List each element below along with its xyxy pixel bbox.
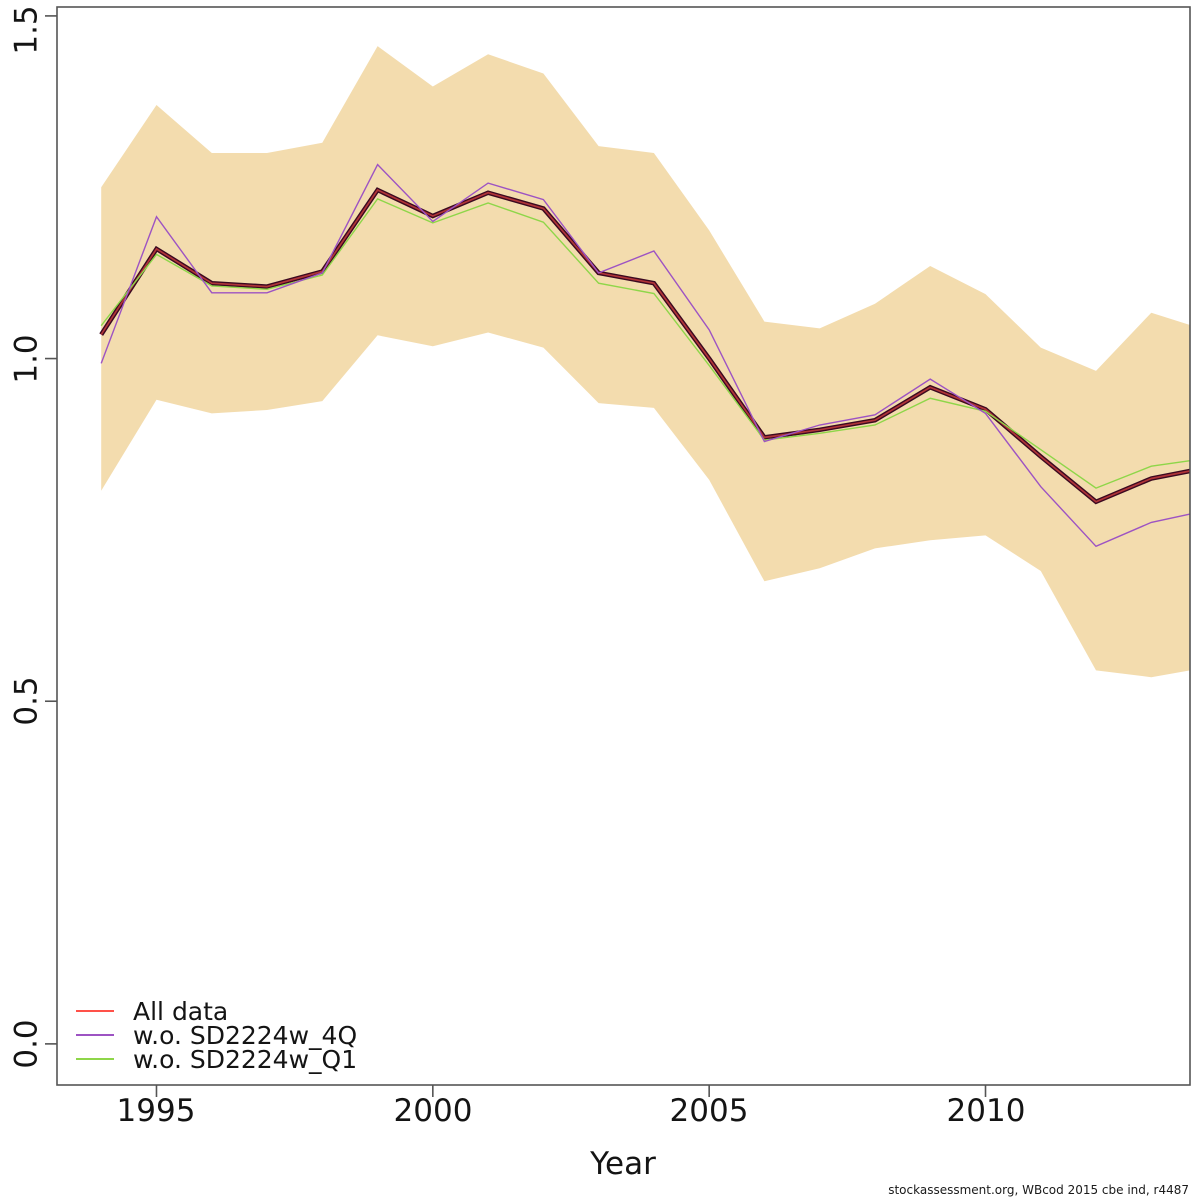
all-data-line xyxy=(100,188,1191,503)
legend-label: w.o. SD2224w_4Q xyxy=(133,1020,358,1050)
legend-item-wo-sd2224w-q1: w.o. SD2224w_Q1 xyxy=(76,1044,358,1074)
x-tick-label-2010: 2010 xyxy=(946,1093,1026,1129)
wo-sd2224w-4q-line-swatch xyxy=(76,1034,114,1036)
x-tick-label-2005: 2005 xyxy=(669,1093,749,1129)
x-axis-title: Year xyxy=(590,1146,656,1182)
legend: All data w.o. SD2224w_4Q w.o. SD2224w_Q1 xyxy=(76,996,358,1074)
y-tick-label-0.0: 0.0 xyxy=(8,1019,45,1069)
wo-sd2224w-4q-line xyxy=(100,163,1191,548)
plot-border xyxy=(56,6,1191,1086)
y-tick-label-0.5: 0.5 xyxy=(8,676,45,726)
y-tick-label-1.5: 1.5 xyxy=(8,5,45,55)
watermark-text: stockassessment.org, WBcod 2015 cbe ind,… xyxy=(888,1183,1189,1197)
legend-item-wo-sd2224w-4q: w.o. SD2224w_4Q xyxy=(76,1020,358,1050)
wo-sd2224w-q1-line-swatch xyxy=(76,1058,114,1060)
x-tick-label-1995: 1995 xyxy=(116,1093,196,1129)
confidence-band xyxy=(101,46,1191,678)
wo-sd2224w-q1-line xyxy=(100,198,1191,489)
all-data-line-swatch xyxy=(76,1010,114,1012)
legend-label: All data xyxy=(133,996,229,1026)
x-tick-label-2000: 2000 xyxy=(393,1093,473,1129)
legend-label: w.o. SD2224w_Q1 xyxy=(133,1044,358,1074)
y-tick-label-1.0: 1.0 xyxy=(8,334,45,384)
legend-item-all-data: All data xyxy=(76,996,357,1026)
